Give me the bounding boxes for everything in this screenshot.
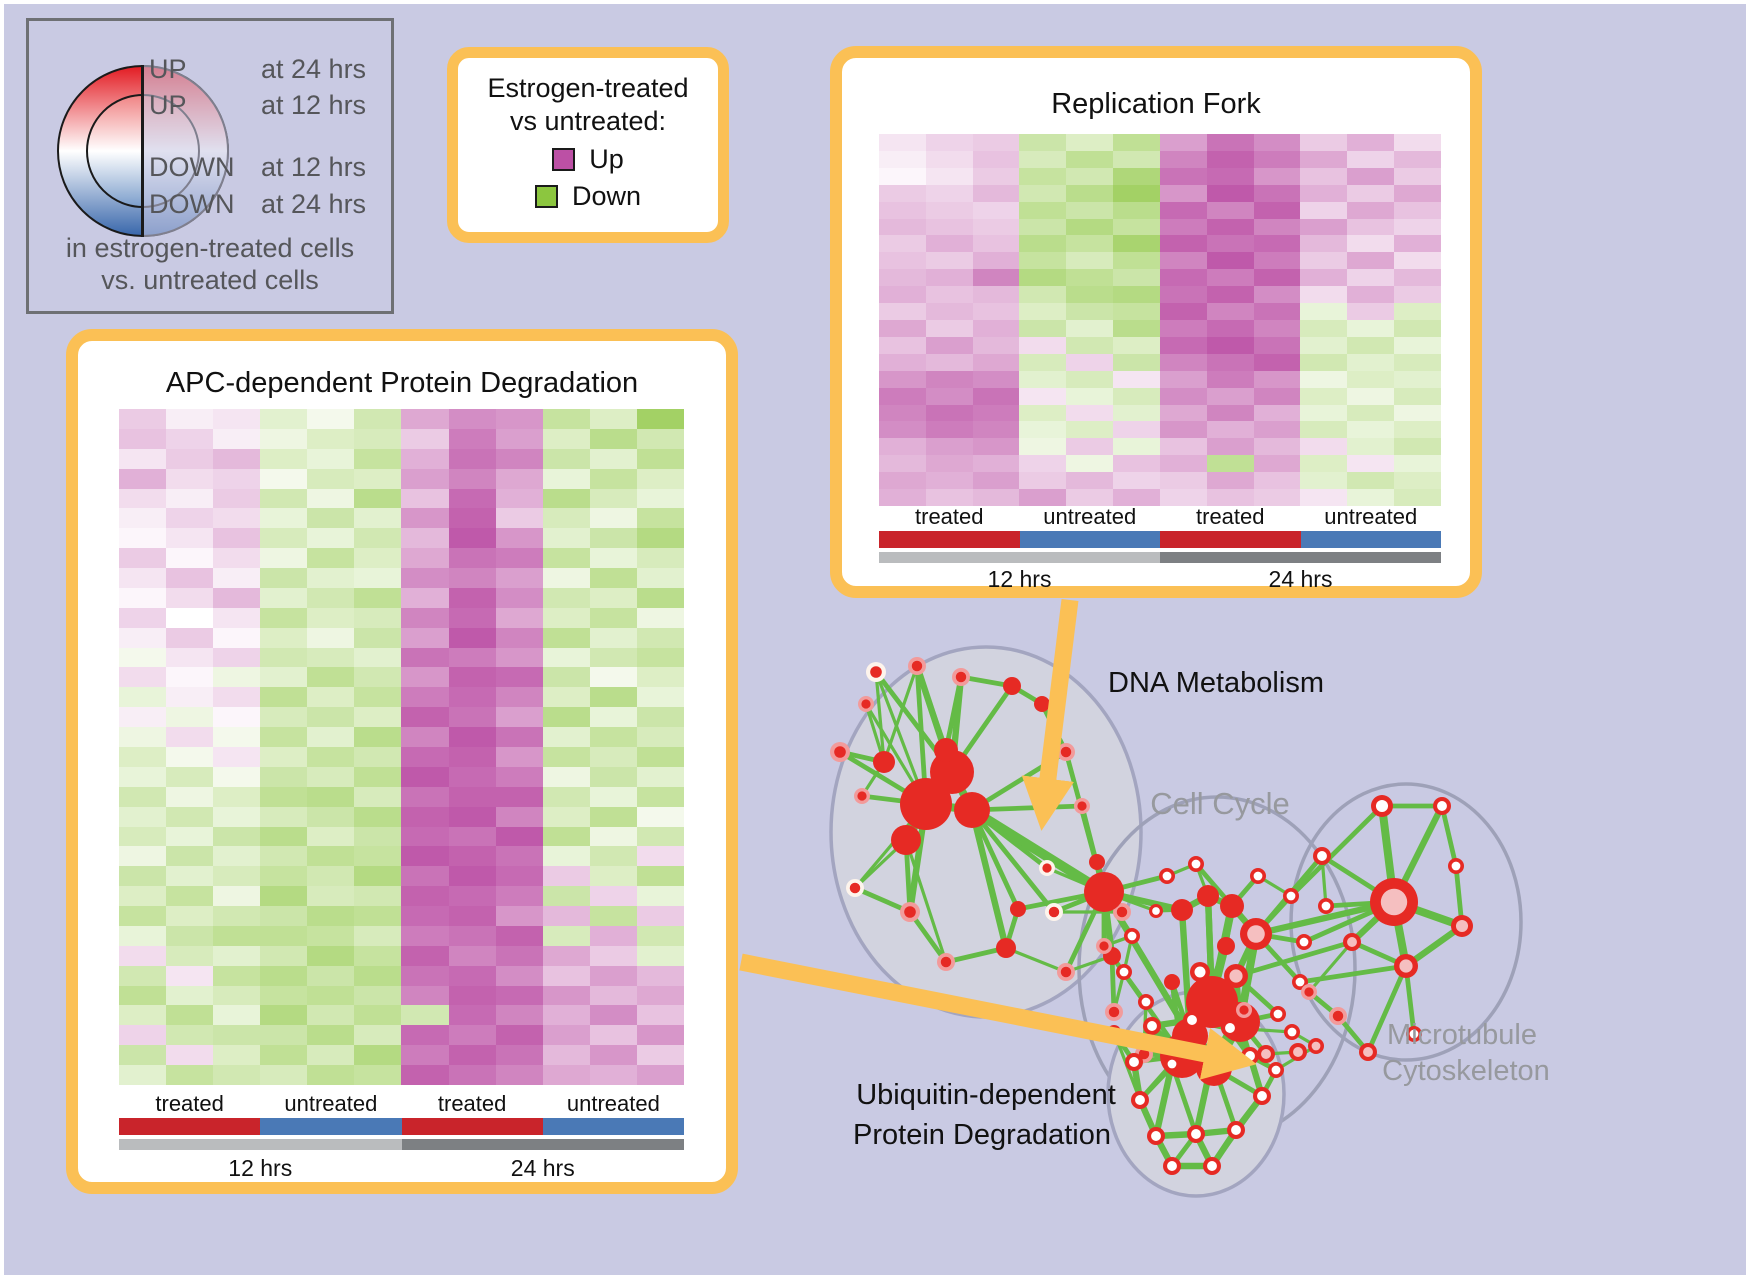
legend-row-down-24: DOWN at 24 hrs (149, 189, 367, 219)
concentric-circles-glyph (57, 65, 229, 237)
svg-text:Microtubule: Microtubule (1387, 1019, 1537, 1051)
replication-time-labels: 12 hrs 24 hrs (987, 566, 1333, 592)
apc-time-bar (119, 1139, 684, 1150)
svg-text:DNA Metabolism: DNA Metabolism (1108, 667, 1324, 699)
legend-row-down-12: DOWN at 12 hrs (149, 152, 367, 182)
estrogen-legend-title: Estrogen-treated vs untreated: (487, 73, 689, 136)
legend-item-down: Down (458, 181, 718, 212)
apc-treated-untreated-bar (119, 1118, 684, 1135)
replication-treated-untreated-bar (879, 531, 1441, 548)
replication-heatmap (879, 134, 1441, 506)
up-down-circle-legend: UP at 24 hrs UP at 12 hrs DOWN at 12 hrs… (26, 18, 394, 314)
legend-row-up-24: UP at 24 hrs (149, 54, 367, 84)
apc-group-labels: treated untreated treated untreated (155, 1091, 660, 1116)
apc-time-labels: 12 hrs 24 hrs (228, 1155, 575, 1181)
svg-text:Cytoskeleton: Cytoskeleton (1382, 1055, 1550, 1087)
up-color-swatch (552, 148, 576, 171)
down-color-swatch (534, 185, 558, 208)
apc-heatmap (119, 409, 684, 1085)
replication-fork-title: Replication Fork (1051, 88, 1261, 120)
estrogen-color-legend: Estrogen-treated vs untreated: Up Down (447, 47, 729, 243)
svg-text:Cell Cycle: Cell Cycle (1150, 786, 1290, 821)
divider-line (141, 65, 144, 237)
legend-footer-line1: in estrogen-treated cells (65, 233, 355, 263)
replication-time-bar (879, 552, 1441, 563)
replication-fork-panel: Replication Fork treated untreated treat… (830, 46, 1482, 598)
legend-item-up: Up (458, 144, 718, 175)
svg-text:Ubiquitin-dependent: Ubiquitin-dependent (856, 1079, 1116, 1111)
apc-title: APC-dependent Protein Degradation (165, 367, 639, 399)
apc-panel: APC-dependent Protein Degradation treate… (66, 329, 738, 1194)
replication-group-labels: treated untreated treated untreated (915, 504, 1418, 529)
legend-footer-line2: vs. untreated cells (101, 265, 319, 295)
legend-row-up-12: UP at 12 hrs (149, 90, 367, 120)
svg-text:Protein Degradation: Protein Degradation (853, 1119, 1111, 1151)
